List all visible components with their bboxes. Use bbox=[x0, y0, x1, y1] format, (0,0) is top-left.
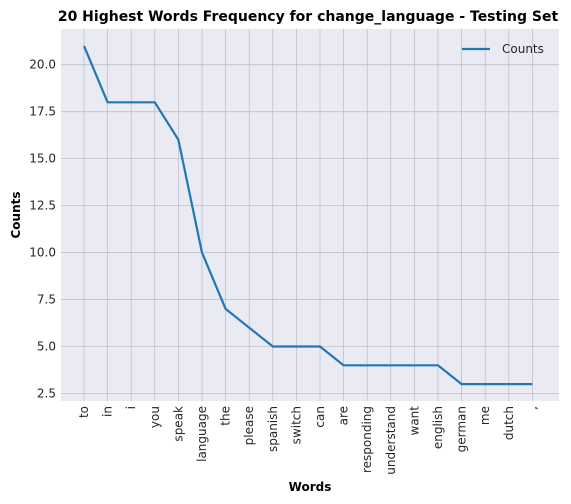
x-tick-label: can bbox=[313, 406, 327, 428]
y-tick-label: 2.5 bbox=[37, 386, 56, 400]
y-axis-label: Counts bbox=[9, 191, 23, 238]
x-tick-label: english bbox=[431, 406, 445, 449]
x-axis-label: Words bbox=[289, 480, 332, 494]
series-line-counts bbox=[82, 45, 533, 386]
x-tick-label: german bbox=[455, 406, 469, 452]
x-tick-label: speak bbox=[171, 406, 185, 442]
x-tick-label: me bbox=[478, 406, 492, 425]
y-tick-label: 7.5 bbox=[37, 293, 56, 307]
x-tick-label: in bbox=[101, 406, 115, 417]
x-tick-label: switch bbox=[289, 406, 303, 444]
x-axis-ticks: to in i you speak language the please spanish swi… bbox=[77, 406, 539, 475]
y-tick-label: 15.0 bbox=[29, 152, 56, 166]
y-tick-label: 10.0 bbox=[29, 246, 56, 260]
legend: Counts bbox=[462, 42, 544, 56]
x-tick-label: please bbox=[242, 406, 256, 445]
x-tick-label: responding bbox=[360, 406, 374, 473]
legend-label-counts: Counts bbox=[502, 42, 544, 56]
x-tick-label: i bbox=[124, 406, 138, 409]
x-tick-label: want bbox=[407, 406, 421, 436]
plot-area bbox=[61, 29, 559, 401]
x-tick-label: are bbox=[337, 406, 351, 425]
x-tick-label: to bbox=[77, 406, 91, 418]
y-tick-label: 5.0 bbox=[37, 340, 56, 354]
y-tick-label: 20.0 bbox=[29, 58, 56, 72]
x-tick-label: , bbox=[525, 406, 539, 410]
grid bbox=[61, 29, 559, 401]
x-tick-label: understand bbox=[384, 406, 398, 475]
x-tick-label: the bbox=[219, 406, 233, 426]
x-tick-label: you bbox=[148, 406, 162, 428]
x-tick-label: dutch bbox=[502, 406, 516, 440]
y-tick-label: 17.5 bbox=[29, 105, 56, 119]
chart-title: 20 Highest Words Frequency for change_la… bbox=[58, 9, 559, 25]
x-tick-label: spanish bbox=[266, 406, 280, 452]
y-axis-ticks: 2.5 5.0 7.5 10.0 12.5 15.0 17.5 20.0 bbox=[29, 58, 56, 401]
y-tick-label: 12.5 bbox=[29, 199, 56, 213]
x-tick-label: language bbox=[195, 406, 209, 462]
